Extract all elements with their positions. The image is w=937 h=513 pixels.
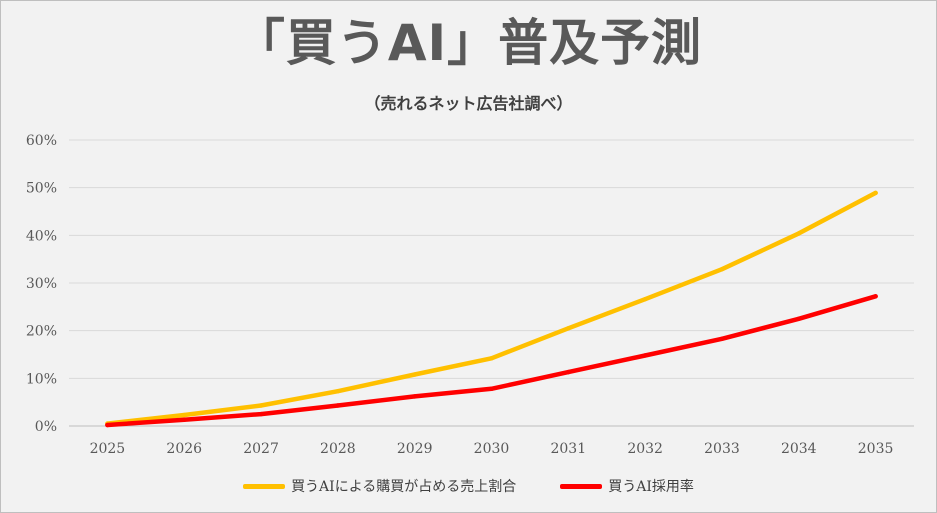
- y-tick-label: 50%: [26, 181, 57, 197]
- legend-label: 買うAI採用率: [608, 479, 694, 495]
- data-point: [412, 394, 417, 399]
- data-point: [489, 356, 494, 361]
- x-tick-label: 2033: [704, 441, 740, 457]
- data-point: [489, 386, 494, 392]
- x-tick-label: 2032: [627, 441, 663, 457]
- data-point: [873, 190, 878, 196]
- x-tick-label: 2027: [243, 441, 279, 457]
- data-point: [105, 422, 110, 428]
- data-point: [335, 389, 341, 394]
- plot-area: 0% 10% 20% 30% 40% 50% 60% 2025 2026 2027 2028 2029…: [26, 133, 914, 457]
- y-tick-label: 10%: [26, 371, 57, 387]
- legend: 買うAIによる購買が占める売上割合 買うAI採用率: [1, 475, 936, 497]
- x-tick-label: 2025: [90, 441, 126, 457]
- data-point: [412, 372, 417, 377]
- data-point: [642, 353, 648, 358]
- x-tick-label: 2035: [858, 441, 894, 457]
- data-point: [719, 266, 725, 272]
- data-point: [873, 294, 878, 299]
- legend-swatch: [243, 483, 286, 489]
- y-tick-label: 60%: [26, 133, 57, 149]
- data-point: [182, 417, 187, 423]
- data-point: [796, 231, 801, 236]
- chart-title: 「買うAI」普及予測: [234, 14, 703, 72]
- x-tick-label: 2031: [550, 441, 586, 457]
- data-point: [335, 403, 341, 408]
- legend-item-2: 買うAI採用率: [560, 476, 694, 496]
- data-point: [796, 316, 801, 321]
- data-point: [719, 336, 725, 341]
- y-tick-label: 30%: [26, 276, 57, 292]
- data-point: [642, 297, 648, 302]
- x-tick-label: 2026: [166, 441, 202, 457]
- x-tick-label: 2029: [397, 441, 433, 457]
- x-tick-label: 2028: [320, 441, 356, 457]
- x-tick-label: 2034: [781, 441, 817, 457]
- data-point: [258, 411, 264, 417]
- y-tick-label: 0%: [35, 419, 57, 435]
- legend-label: 買うAIによる購買が占める売上割合: [291, 479, 517, 495]
- data-point: [182, 412, 187, 418]
- series-line-2: [105, 294, 878, 428]
- y-tick-label: 20%: [26, 324, 57, 340]
- legend-item-1: 買うAIによる購買が占める売上割合: [243, 476, 516, 496]
- y-tick-label: 40%: [26, 228, 57, 244]
- chart-subtitle: （売れるネット広告社調べ）: [364, 94, 573, 113]
- data-point: [566, 326, 571, 331]
- data-point: [258, 403, 264, 408]
- legend-swatch: [560, 483, 603, 489]
- x-tick-label: 2030: [474, 441, 510, 457]
- data-point: [566, 369, 571, 375]
